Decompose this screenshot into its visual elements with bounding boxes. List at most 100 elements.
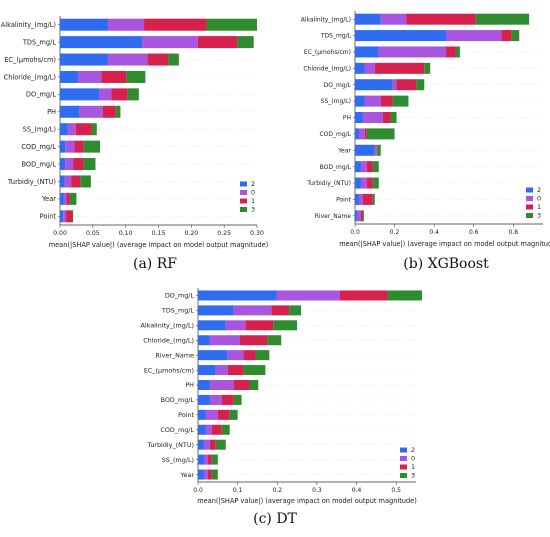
bar-segment-series-3 [289,305,302,316]
bar-segment-series-0 [205,409,218,420]
bar-segment-series-1 [376,144,378,156]
bar-segment-series-2 [60,70,79,83]
bar-segment-series-1 [406,13,476,25]
bar-segment-series-2 [60,105,80,118]
bar-segment-series-3 [243,365,266,376]
bar-segment-series-1 [147,53,169,66]
bar-segment-series-3 [511,30,520,42]
bar-segment-series-3 [372,193,375,205]
bar-segment-series-2 [198,394,210,405]
bar-segment-series-3 [80,175,91,188]
bar-segment-series-0 [358,128,365,140]
y-tick-label: Point [336,197,352,204]
bar-segment-series-3 [387,290,422,301]
bar-segment-series-3 [455,46,460,58]
bar-segment-series-0 [79,105,103,118]
legend-swatch [400,464,407,470]
legend-label: 3 [251,206,255,214]
bar-segment-series-1 [339,290,388,301]
chart-caption: (a) RF [133,256,177,272]
bar-segment-series-2 [198,290,277,301]
bar-segment-series-2 [60,123,68,136]
bar-segment-series-1 [217,409,230,420]
x-tick-label: 0.15 [152,230,166,237]
bar-segment-series-1 [73,158,84,171]
y-tick-label: COD_mg/L [21,143,56,151]
bar-segment-series-2 [355,210,357,222]
bar-segment-series-1 [233,380,250,390]
y-tick-label: EC_(µmohs/cm) [304,49,351,56]
bar-segment-series-2 [355,79,393,91]
legend-label: 1 [411,463,415,471]
y-tick-label: DO_mg/L [26,91,56,99]
bar-segment-series-3 [390,112,397,123]
bar-segment-series-1 [101,70,127,83]
bar-segment-series-1 [382,112,391,123]
chart-rf: Alkalinity_(mg/L) TDS_mg/L EC_(µmohs/cm) Ch… [1,16,268,272]
y-tick-label: EC_(µmohs/cm) [4,56,56,64]
bar-segment-series-3 [475,13,530,25]
bar-segment-series-0 [364,95,381,107]
bar-segment-series-1 [366,161,373,173]
chart-dt: DO_mg/L TDS_mg/L Alkalinity_(mg/L) Chloride… [141,288,422,527]
bar-segment-series-2 [355,62,365,74]
x-axis-label: mean(|SHAP value|) (average impact on mo… [197,497,417,505]
bar-segment-series-1 [446,46,456,58]
x-tick-label: 0.25 [217,230,231,237]
bar-segment-series-0 [360,161,367,173]
y-tick-label: Chloride_(mg/L) [303,65,351,72]
bar-segment-series-1 [501,30,512,42]
legend-label: 1 [537,203,541,211]
bar-segment-series-1 [366,177,373,189]
bar-segment-series-1 [239,335,268,346]
x-tick-label: 0.4 [429,229,439,236]
bar-segment-series-3 [211,454,218,465]
bar-segment-series-1 [243,350,256,361]
bar-segment-series-2 [355,30,447,42]
bar-segment-series-1 [364,128,367,140]
bar-segment-series-1 [207,454,212,465]
y-tick-label: Chloride_(mg/L) [4,73,56,81]
bar-segment-series-3 [372,161,379,173]
bar-segment-series-0 [276,290,340,301]
bar-segment-series-2 [355,144,375,156]
y-tick-label: BOD_mg/L [22,160,57,168]
y-tick-label: SS_(mg/L) [321,98,351,105]
x-tick-label: 0.5 [391,487,401,494]
bar-segment-series-3 [416,79,425,91]
legend-swatch [240,207,247,212]
y-tick-label: Alkalinity_(mg/L) [1,21,56,29]
y-tick-label: Point [40,213,57,221]
x-tick-label: 0.00 [53,230,67,237]
bar-segment-series-0 [78,70,102,83]
bar-segment-series-3 [267,335,282,346]
bar-segment-series-0 [358,193,363,205]
bar-segment-series-0 [209,335,240,346]
bar-segment-series-3 [168,53,179,66]
bar-segment-series-2 [198,365,216,376]
legend-label: 2 [537,186,541,194]
bar-segment-series-2 [60,210,64,223]
bar-segment-series-0 [233,305,272,316]
y-tick-label: River_Name [155,351,194,359]
y-tick-label: TDS_mg/L [161,307,195,315]
bar-segment-series-3 [115,105,121,118]
bar-segment-series-0 [203,469,208,480]
bar-segment-series-0 [67,123,76,136]
bar-segment-series-2 [355,161,361,173]
y-tick-label: Chloride_(mg/L) [143,336,194,344]
y-tick-label: EC_(µmohs/cm) [144,366,194,374]
bar-segment-series-0 [209,394,222,405]
bar-segment-series-2 [198,305,234,316]
y-tick-label: Turbidiy_(NTU) [146,441,194,449]
legend-swatch [526,196,533,201]
bar-segment-series-1 [102,105,116,118]
bar-segment-series-2 [198,409,206,420]
legend-swatch [400,473,407,478]
x-tick-label: 0.4 [352,487,362,494]
bar-segment-series-3 [215,439,226,450]
bar-segment-series-1 [227,365,244,376]
legend-swatch [240,190,247,195]
bar-segment-series-2 [60,158,66,171]
y-tick-label: DO_mg/L [165,292,195,300]
